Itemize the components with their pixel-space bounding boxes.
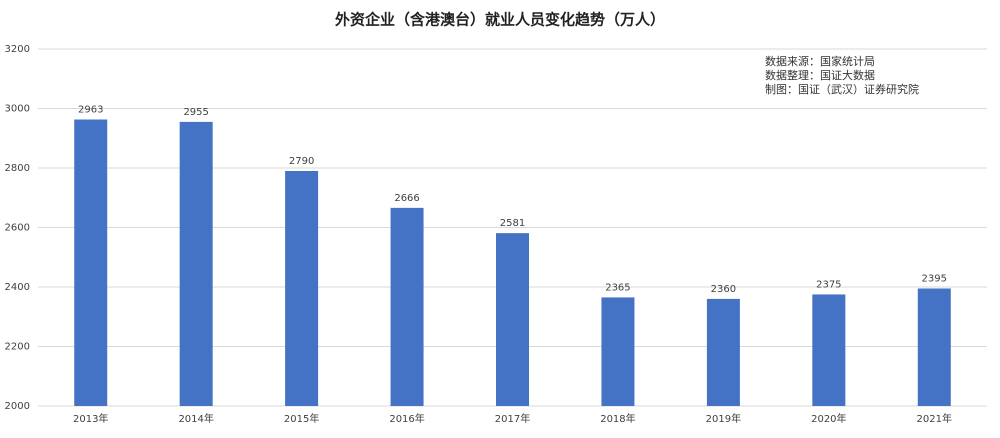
x-tick-label: 2018年: [600, 412, 635, 425]
bar: [917, 288, 951, 406]
bar: [179, 121, 213, 406]
data-label: 2963: [78, 105, 103, 116]
x-tick-label: 2016年: [389, 412, 424, 425]
x-tick-label: 2015年: [284, 412, 319, 425]
annotation: 数据整理：国证大数据: [765, 68, 875, 82]
data-label: 2360: [711, 284, 736, 295]
data-label: 2365: [605, 282, 630, 293]
y-tick-label: 2600: [5, 223, 30, 234]
data-label: 2790: [289, 156, 314, 167]
bar: [601, 297, 635, 406]
bar: [74, 119, 108, 406]
y-tick-label: 2800: [5, 163, 30, 174]
x-tick-label: 2014年: [178, 412, 213, 425]
y-tick-label: 2200: [5, 342, 30, 353]
bar: [285, 170, 319, 406]
bar: [706, 298, 740, 406]
bar: [390, 207, 424, 406]
annotation: 数据来源：国家统计局: [765, 54, 875, 68]
chart-title: 外资企业（含港澳台）就业人员变化趋势（万人）: [334, 11, 665, 29]
data-label: 2375: [816, 279, 841, 290]
x-tick-label: 2019年: [706, 412, 741, 425]
y-tick-label: 2400: [5, 282, 30, 293]
y-tick-label: 3200: [5, 44, 30, 55]
x-tick-label: 2020年: [811, 412, 846, 425]
y-tick-label: 2000: [5, 401, 30, 412]
data-label: 2581: [500, 218, 525, 229]
x-tick-label: 2017年: [495, 412, 530, 425]
x-tick-label: 2013年: [73, 412, 108, 425]
annotation: 制图：国证（武汉）证券研究院: [765, 82, 919, 96]
data-label: 2395: [922, 273, 947, 284]
y-tick-label: 3000: [5, 104, 30, 115]
bar: [496, 233, 529, 406]
bar: [812, 294, 846, 406]
data-label: 2955: [183, 107, 208, 118]
x-tick-label: 2021年: [917, 412, 952, 425]
data-label: 2666: [394, 193, 419, 204]
